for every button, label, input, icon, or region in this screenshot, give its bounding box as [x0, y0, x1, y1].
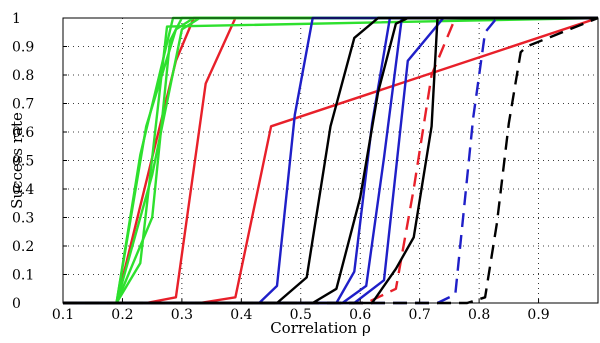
y-tick-label: 0.3	[12, 211, 34, 227]
x-tick-label: 0.8	[468, 307, 490, 323]
y-tick-label: 0.9	[12, 40, 34, 56]
y-tick-label: 0.1	[12, 268, 34, 284]
series-line-black-dashed	[63, 16, 599, 305]
y-tick-label: 1	[12, 11, 21, 27]
y-tick-label: 0.8	[12, 68, 34, 84]
x-tick-label: 0.4	[230, 307, 252, 323]
x-tick-label: 0.2	[111, 307, 133, 323]
y-axis-label: Success rate	[8, 112, 26, 209]
x-tick-label: 0.5	[290, 307, 312, 323]
x-tick-label: 0.7	[409, 307, 431, 323]
x-tick-label: 0.9	[527, 307, 549, 323]
series-line-black-solid	[63, 16, 598, 305]
x-tick-label: 0.1	[52, 307, 74, 323]
y-tick-label: 0.7	[12, 97, 34, 113]
axis-ticks: 0.1 0.2 0.3 0.4 0.5 0.6 0.7 0.8 0.9 0 0.1 0.2 0.3 0.4…	[12, 11, 550, 323]
grid-lines	[62, 17, 598, 304]
y-tick-label: 0.2	[12, 239, 34, 255]
x-axis-label: Correlation ρ	[270, 319, 371, 337]
y-tick-label: 0.6	[12, 125, 34, 141]
x-tick-label: 0.6	[349, 307, 371, 323]
y-tick-label: 0.5	[12, 154, 34, 170]
x-tick-label: 0.3	[171, 307, 193, 323]
y-tick-label: 0.4	[12, 182, 34, 198]
y-tick-label: 0	[12, 296, 21, 312]
